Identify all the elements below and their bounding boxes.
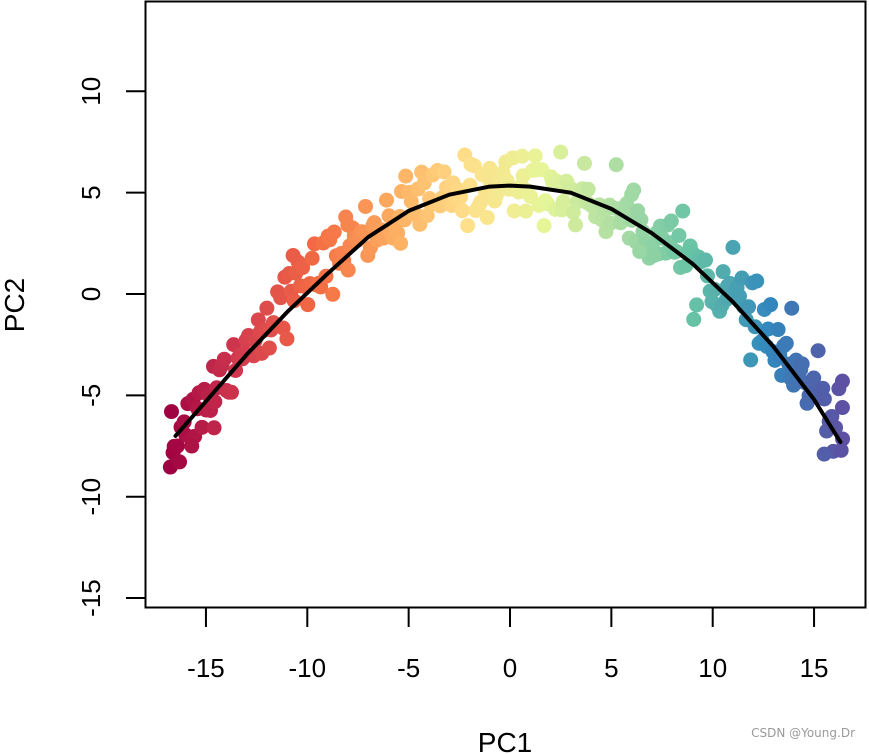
data-point xyxy=(555,193,571,209)
data-point xyxy=(340,217,356,233)
x-tick-label: -5 xyxy=(397,653,420,683)
data-point xyxy=(646,247,662,263)
data-point xyxy=(403,193,419,209)
data-point xyxy=(326,224,342,240)
data-point xyxy=(176,414,192,430)
data-point xyxy=(169,438,185,454)
data-point xyxy=(568,217,584,233)
data-point xyxy=(608,157,624,173)
data-point xyxy=(304,250,320,266)
y-tick-label: -5 xyxy=(76,384,106,407)
data-point xyxy=(482,160,498,176)
data-point xyxy=(163,404,179,420)
data-point xyxy=(770,322,786,338)
y-axis: -15 -10 -5 0 5 10 xyxy=(76,77,145,617)
watermark: CSDN @Young.Dr xyxy=(751,726,855,740)
data-point xyxy=(834,373,850,389)
data-point xyxy=(580,181,596,197)
data-point xyxy=(379,192,395,208)
data-point xyxy=(325,286,341,302)
data-point xyxy=(527,148,543,164)
data-point xyxy=(794,356,810,372)
fitted-curve xyxy=(173,183,843,444)
data-point xyxy=(743,352,759,368)
data-point xyxy=(778,335,794,351)
data-point xyxy=(725,239,741,255)
y-tick-label: 0 xyxy=(76,287,106,301)
data-point xyxy=(454,203,470,219)
x-tick-label: 15 xyxy=(800,653,829,683)
data-point xyxy=(624,187,640,203)
y-axis-title: PC2 xyxy=(0,278,30,332)
y-tick-label: -10 xyxy=(76,478,106,516)
x-tick-label: 0 xyxy=(503,653,517,683)
data-point xyxy=(194,419,210,435)
data-point xyxy=(300,297,316,313)
data-point xyxy=(506,203,522,219)
data-point xyxy=(749,273,765,289)
x-tick-label: 5 xyxy=(604,653,618,683)
data-point xyxy=(816,446,832,462)
data-point xyxy=(697,252,713,268)
data-point xyxy=(436,164,452,180)
y-tick-label: 5 xyxy=(76,185,106,199)
data-point xyxy=(224,384,240,400)
plot-frame xyxy=(144,0,867,609)
data-point xyxy=(833,442,849,458)
x-axis-title: PC1 xyxy=(478,727,532,754)
scatter-points xyxy=(162,144,851,475)
data-point xyxy=(675,203,691,219)
data-point xyxy=(172,454,188,470)
data-point xyxy=(261,340,277,356)
data-point xyxy=(741,299,757,315)
data-point xyxy=(216,351,232,367)
data-point xyxy=(632,243,648,259)
data-point xyxy=(576,155,592,171)
data-point xyxy=(763,297,779,313)
data-point xyxy=(514,148,530,164)
x-tick-label: -15 xyxy=(187,653,225,683)
data-point xyxy=(393,235,409,251)
y-tick-label: 10 xyxy=(76,77,106,106)
data-point xyxy=(279,331,295,347)
data-point xyxy=(460,218,476,234)
data-point xyxy=(358,198,374,214)
data-point xyxy=(518,203,534,219)
data-point xyxy=(810,343,826,359)
data-point xyxy=(536,218,552,234)
x-tick-label: 10 xyxy=(698,653,727,683)
data-point xyxy=(784,300,800,316)
data-point xyxy=(834,400,850,416)
data-point xyxy=(553,144,569,160)
data-point xyxy=(206,420,222,436)
data-point xyxy=(340,262,356,278)
data-point xyxy=(671,227,687,243)
data-point xyxy=(686,311,702,327)
data-point xyxy=(689,297,705,313)
data-point xyxy=(715,264,731,280)
data-point xyxy=(816,391,832,407)
x-axis: -15 -10 -5 0 5 10 15 xyxy=(187,608,829,683)
y-tick-label: -15 xyxy=(76,579,106,617)
data-point xyxy=(479,210,495,226)
data-point xyxy=(398,168,414,184)
x-tick-label: -10 xyxy=(289,653,327,683)
data-point xyxy=(663,213,679,229)
data-point xyxy=(184,438,200,454)
data-point xyxy=(259,300,275,316)
data-point xyxy=(295,260,311,276)
data-point xyxy=(285,247,301,263)
